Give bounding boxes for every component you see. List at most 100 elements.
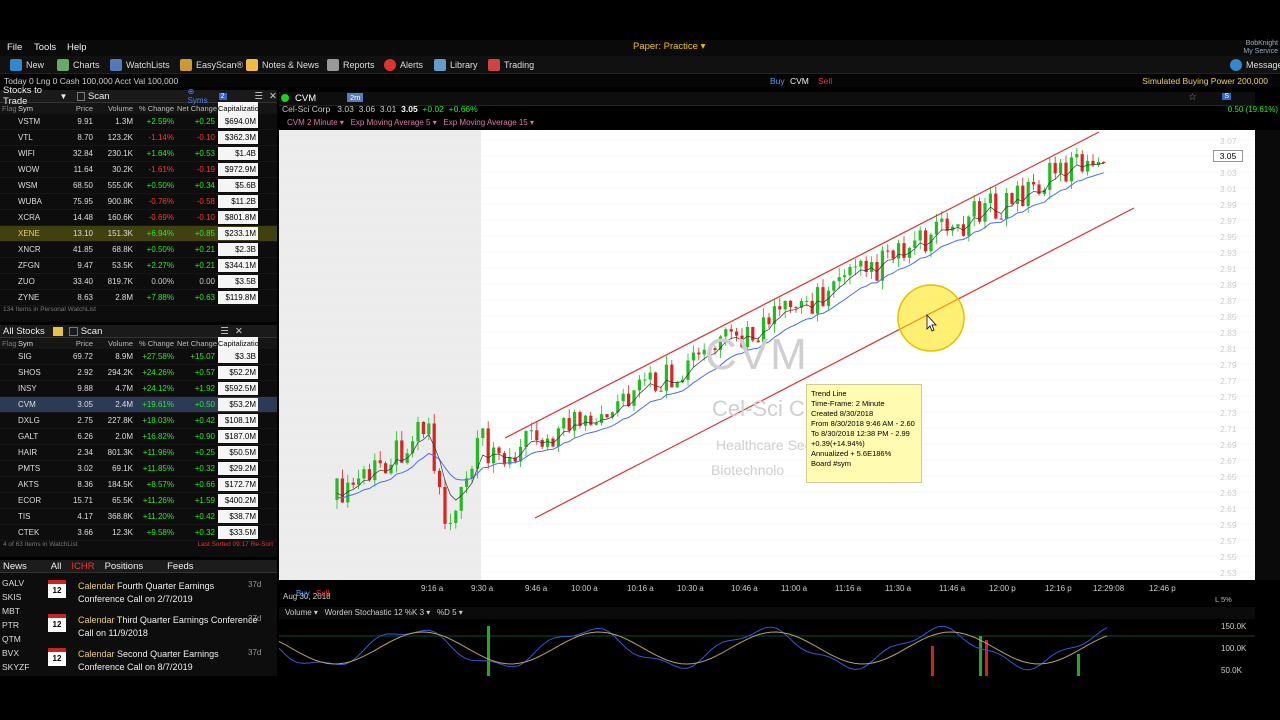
table-row[interactable]: XNCR 41.85 68.8K +0.50% +0.21 $2.3B <box>0 242 277 258</box>
table-row[interactable]: VSTM 9.91 1.3M +2.59% +0.25 $694.0M <box>0 114 277 130</box>
column-header[interactable]: Price <box>75 104 93 113</box>
news-symbol[interactable]: SKYZF <box>2 662 30 672</box>
library-button[interactable]: Library <box>434 59 478 71</box>
table-row[interactable]: WIFI 32.84 230.1K +1.64% +0.53 $1.4B <box>0 146 277 162</box>
scan-checkbox[interactable] <box>68 326 78 336</box>
stocks-to-trade-title[interactable]: Stocks to Trade <box>3 85 43 107</box>
close-panel-icon[interactable]: ✕ <box>234 325 243 337</box>
quick-sell-button[interactable]: Sell <box>818 76 833 86</box>
all-stocks-title[interactable]: All Stocks <box>3 325 45 337</box>
table-row[interactable]: SHOS 2.92 294.2K +24.26% +0.57 $52.2M <box>0 365 277 381</box>
tab-ichr[interactable]: ICHR <box>71 560 95 572</box>
close-panel-icon[interactable]: ✕ <box>269 90 277 102</box>
news-symbol[interactable]: PTR <box>2 620 19 630</box>
table-row[interactable]: XCRA 14.48 160.6K -0.69% -0.10 $801.8M <box>0 210 277 226</box>
column-header[interactable]: % Change <box>138 104 174 113</box>
table-row[interactable]: PMTS 3.02 69.1K +11.85% +0.32 $29.2M <box>0 461 277 477</box>
column-header[interactable]: Volume <box>107 339 133 348</box>
charts-button[interactable]: Charts <box>57 59 100 71</box>
news-symbol[interactable]: QTM <box>2 634 21 644</box>
table-row[interactable]: DXLG 2.75 227.8K +18.03% +0.42 $108.1M <box>0 413 277 429</box>
table-row[interactable]: ECOR 15.71 65.5K +11.26% +1.59 $400.2M <box>0 493 277 509</box>
table-row[interactable]: TIS 4.17 368.8K +11.20% +0.42 $38.7M <box>0 509 277 525</box>
table-row[interactable]: WSM 68.50 555.0K +0.50% +0.34 $5.6B <box>0 178 277 194</box>
table-row[interactable]: CVM 3.05 2.4M +19.61% +0.50 $53.2M <box>0 397 277 413</box>
trend-channel-upper[interactable] <box>504 131 1100 439</box>
notes-icon[interactable] <box>52 326 63 336</box>
chart-scale-label[interactable]: L 5% <box>1215 595 1232 604</box>
news-symbol[interactable]: MBT <box>2 606 20 616</box>
menu-help[interactable]: Help <box>67 42 87 53</box>
column-header[interactable]: Flag <box>2 339 16 348</box>
indicator-d5[interactable]: %D 5 <box>436 608 457 617</box>
scan-checkbox[interactable] <box>77 91 85 101</box>
table-row[interactable]: SIG 69.72 8.9M +27.58% +15.07 $3.3B <box>0 349 277 365</box>
news-symbol[interactable]: SKIS <box>2 592 22 602</box>
column-header[interactable]: Flag <box>2 104 16 113</box>
list-menu-icon[interactable]: ☰ <box>220 325 229 337</box>
table-row[interactable]: VTL 8.70 123.2K -1.14% -0.10 $362.3M <box>0 130 277 146</box>
chart-sell-button[interactable]: Sell <box>316 589 330 598</box>
menu-tools[interactable]: Tools <box>34 42 57 53</box>
tab-feeds[interactable]: Feeds <box>167 560 194 572</box>
news-item[interactable]: 12 Calendar Second Quarter Earnings Confe… <box>0 646 277 680</box>
column-header[interactable]: Net Change <box>177 339 218 348</box>
syms-button[interactable]: ⊕ Syms <box>187 87 208 105</box>
lower-indicator-chart[interactable] <box>279 620 1255 676</box>
alerts-button[interactable]: Alerts <box>384 59 423 71</box>
column-header[interactable]: % Change <box>138 339 174 348</box>
tab-news[interactable]: News <box>3 560 27 572</box>
resort-link[interactable]: Last Sorted 09:17 Re-Sort <box>197 541 273 548</box>
news-item[interactable]: 12 Calendar Fourth Quarter Earnings Confe… <box>0 578 277 612</box>
column-header[interactable]: Price <box>75 339 93 348</box>
watchlists-button[interactable]: WatchLists <box>110 59 170 71</box>
messages-button[interactable]: Message <box>1230 59 1280 71</box>
indicator-ema15[interactable]: Exp Moving Average 15 <box>443 118 528 127</box>
tab-all[interactable]: All <box>50 560 62 572</box>
paper-practice-dropdown[interactable]: Paper: Practice ▾ <box>633 41 706 52</box>
easyscan-button[interactable]: EasyScan® <box>180 59 243 71</box>
user-service[interactable]: BobKnight My Service <box>1243 40 1278 56</box>
table-row[interactable]: ZUO 33.40 819.7K 0.00% 0.00 $3.5B <box>0 274 277 290</box>
table-row[interactable]: CTEK 3.66 12.3K +9.58% +0.32 $33.5M <box>0 525 277 541</box>
quick-buy-button[interactable]: Buy <box>770 76 785 86</box>
reports-button[interactable]: Reports <box>327 59 375 71</box>
table-row[interactable]: INSY 9.88 4.7M +24.12% +1.92 $592.5M <box>0 381 277 397</box>
table-row[interactable]: WUBA 75.95 900.8K -0.76% -0.58 $11.2B <box>0 194 277 210</box>
news-symbol[interactable]: GALV <box>2 578 25 588</box>
link-color-icon[interactable] <box>281 94 289 102</box>
favorite-star-icon[interactable]: ☆ <box>1188 92 1197 103</box>
indicator-stochastic[interactable]: Worden Stochastic 12 %K 3 <box>324 608 425 617</box>
column-header[interactable]: Sym <box>18 339 33 348</box>
timeframe-2m-button[interactable]: 2m <box>347 93 364 102</box>
trend-channel-lower[interactable] <box>534 207 1135 519</box>
price-chart[interactable] <box>279 130 1255 580</box>
table-row[interactable]: HAIR 2.34 801.3K +11.96% +0.25 $50.5M <box>0 445 277 461</box>
news-item[interactable]: 12 Calendar Third Quarter Earnings Confer… <box>0 612 277 646</box>
menu-file[interactable]: File <box>7 42 23 53</box>
table-row[interactable]: ZFGN 9.47 53.5K +2.27% +0.21 $344.1M <box>0 258 277 274</box>
column-header[interactable]: Net Change <box>177 104 218 113</box>
table-row[interactable]: XENE 13.10 151.3K +6.94% +0.85 $233.1M <box>0 226 277 242</box>
list-menu-icon[interactable]: ☰ <box>254 90 264 102</box>
dropdown-caret-icon[interactable]: ▼ <box>59 91 68 101</box>
new-button[interactable]: New <box>10 59 44 71</box>
news-symbol[interactable]: BVX <box>2 648 20 658</box>
trading-button[interactable]: Trading <box>488 59 534 71</box>
table-row[interactable]: GALT 6.26 2.0M +16.82% +0.90 $187.0M <box>0 429 277 445</box>
column-header[interactable]: Capitalization <box>218 102 258 115</box>
notes-news-button[interactable]: Notes & News <box>246 59 319 71</box>
chart-symbol[interactable]: CVM <box>295 93 317 104</box>
chart-buy-button[interactable]: Buy <box>296 589 310 598</box>
column-header[interactable]: Volume <box>107 104 133 113</box>
column-header[interactable]: Capitalization <box>218 337 258 350</box>
table-row[interactable]: ZYNE 8.63 2.8M +7.88% +0.63 $119.8M <box>0 290 277 306</box>
table-row[interactable]: AKTS 8.36 184.5K +8.57% +0.66 $172.7M <box>0 477 277 493</box>
indicator-volume[interactable]: Volume <box>285 608 312 617</box>
column-header[interactable]: Sym <box>18 104 33 113</box>
indicator-price[interactable]: CVM 2 Minute <box>287 118 338 127</box>
symbol-badge[interactable]: S <box>1222 93 1231 100</box>
table-row[interactable]: WOW 11.64 30.2K -1.61% -0.19 $972.9M <box>0 162 277 178</box>
indicator-ema5[interactable]: Exp Moving Average 5 <box>350 118 431 127</box>
tab-positions[interactable]: Positions <box>104 560 144 572</box>
